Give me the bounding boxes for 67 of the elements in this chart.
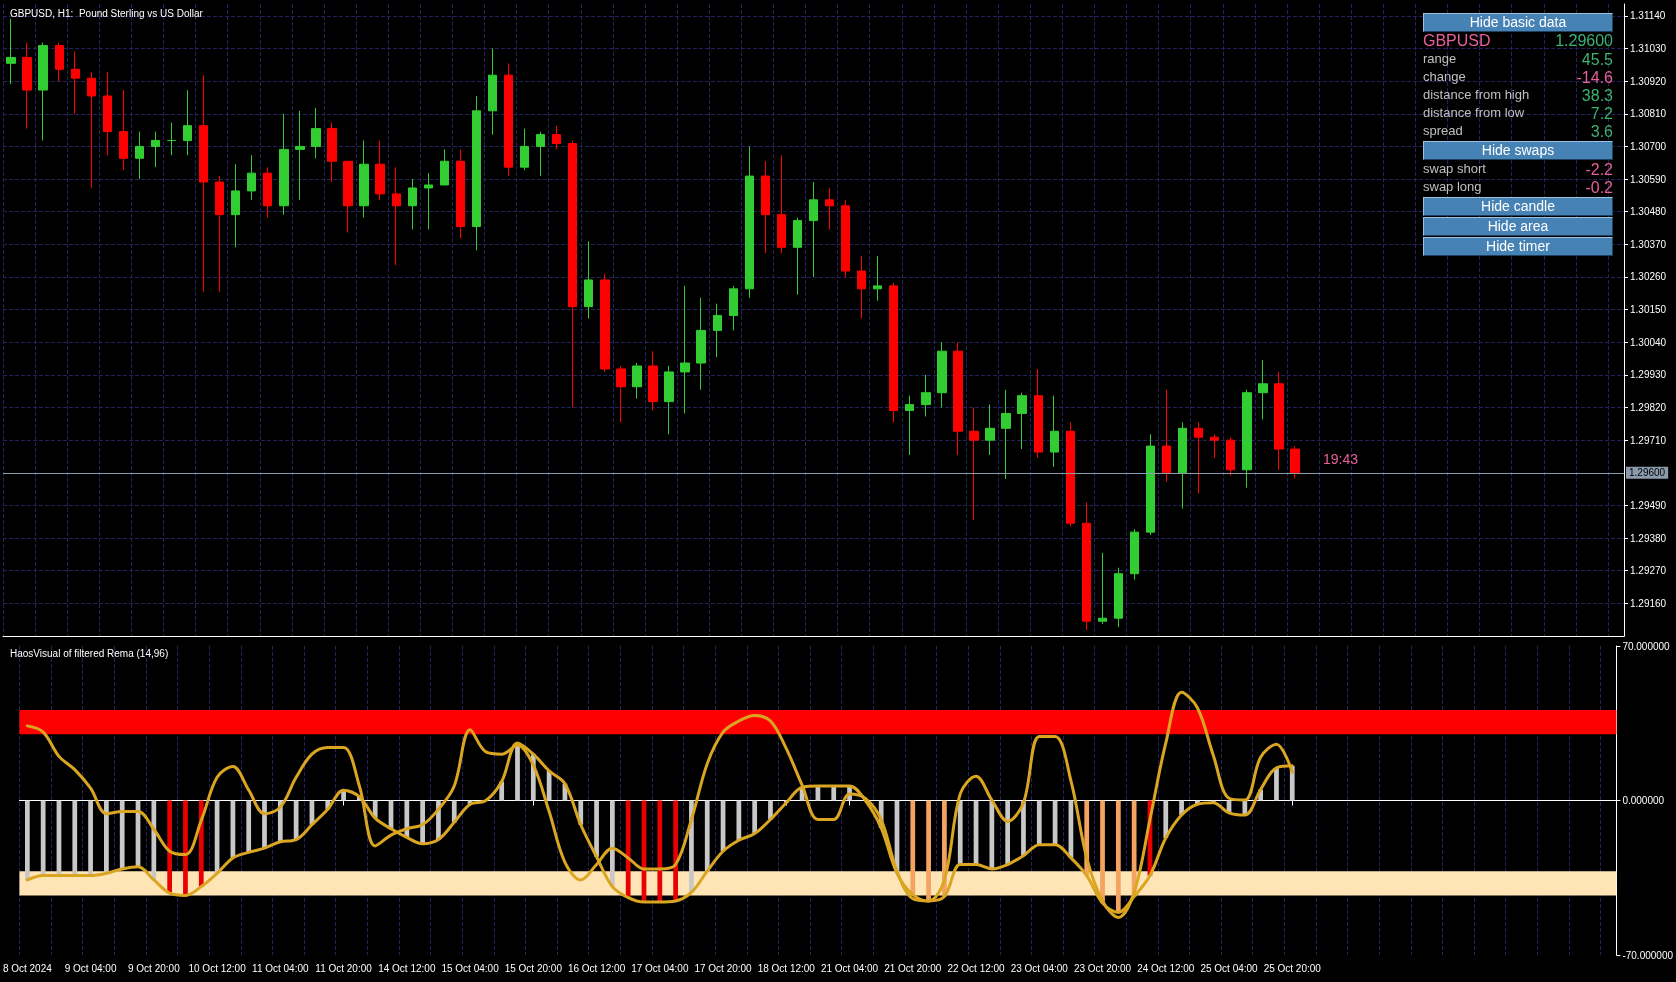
y-tick-label: 1.30590 <box>1630 173 1667 185</box>
x-tick-label: 11 Oct 20:00 <box>315 962 373 974</box>
y-tick-label: 1.29930 <box>1630 369 1667 381</box>
y-tick-label: 1.29270 <box>1630 565 1667 577</box>
y-tick-label: -70.000000 <box>1622 949 1674 961</box>
annotation: range <box>1423 51 1457 66</box>
annotation: 7.2 <box>1590 105 1613 122</box>
button: Hide swaps <box>1423 141 1613 160</box>
x-tick-label: 21 Oct 04:00 <box>820 962 879 974</box>
y-tick-label: 1.31140 <box>1630 10 1666 22</box>
x-tick-label: 24 Oct 12:00 <box>1137 962 1195 974</box>
x-tick-label: 15 Oct 20:00 <box>504 962 563 974</box>
annotation: -0.2 <box>1585 179 1613 196</box>
annotation: swap long <box>1423 179 1482 194</box>
annotation: -14.6 <box>1576 69 1613 86</box>
y-tick-label: 1.29820 <box>1630 402 1667 414</box>
chart-title: HaosVisual of filtered Rema (14,96) <box>10 647 169 659</box>
button: Hide timer <box>1423 237 1613 256</box>
y-tick-label: 1.30810 <box>1630 108 1667 120</box>
button: Hide basic data <box>1423 13 1613 32</box>
x-tick-label: 15 Oct 04:00 <box>441 962 500 974</box>
annotation: spread <box>1423 123 1463 138</box>
x-tick-label: 9 Oct 20:00 <box>127 962 181 974</box>
annotation: distance from low <box>1423 105 1525 120</box>
y-tick-label: 1.30480 <box>1630 206 1667 218</box>
x-tick-label: 17 Oct 04:00 <box>631 962 689 974</box>
x-tick-label: 10 Oct 12:00 <box>188 962 247 974</box>
annotation: 19:43 <box>1323 451 1359 467</box>
y-tick-label: 1.29160 <box>1630 597 1667 609</box>
button: Hide area <box>1423 217 1613 236</box>
x-tick-label: 25 Oct 20:00 <box>1263 962 1322 974</box>
x-tick-label: 14 Oct 12:00 <box>378 962 436 974</box>
y-tick-label: 1.31030 <box>1630 43 1667 55</box>
x-tick-label: 23 Oct 04:00 <box>1010 962 1069 974</box>
y-tick-label: 1.30700 <box>1630 140 1667 152</box>
y-tick-label: 0.000000 <box>1622 795 1665 806</box>
annotation: -2.2 <box>1585 161 1613 178</box>
annotation: distance from high <box>1423 87 1530 102</box>
button: Hide candle <box>1423 197 1613 216</box>
x-tick-label: 23 Oct 20:00 <box>1073 962 1132 974</box>
annotation: swap short <box>1423 161 1486 176</box>
y-tick-label: 1.29380 <box>1630 532 1667 544</box>
annotation: 38.3 <box>1581 87 1613 104</box>
y-tick-label: 1.29490 <box>1630 499 1667 511</box>
x-tick-label: 11 Oct 04:00 <box>252 962 310 974</box>
annotation: GBPUSD <box>1423 32 1491 49</box>
annotation: 3.6 <box>1590 123 1613 140</box>
annotation: change <box>1423 69 1466 84</box>
annotation: 45.5 <box>1581 51 1613 68</box>
y-tick-label: 1.30040 <box>1630 336 1667 348</box>
x-tick-label: 17 Oct 20:00 <box>694 962 753 974</box>
x-tick-label: 22 Oct 12:00 <box>947 962 1006 974</box>
y-tick-label: 1.30920 <box>1630 75 1667 87</box>
chart-title: GBPUSD, H1: Pound Sterling vs US Dollar <box>10 7 204 19</box>
y-tick-label: 1.30260 <box>1630 271 1667 283</box>
x-tick-label: 25 Oct 04:00 <box>1200 962 1259 974</box>
x-tick-label: 16 Oct 12:00 <box>567 962 626 974</box>
x-tick-label: 9 Oct 04:00 <box>64 962 117 974</box>
x-tick-label: 18 Oct 12:00 <box>757 962 816 974</box>
x-tick-label: 21 Oct 20:00 <box>884 962 942 974</box>
y-tick-label: 1.30150 <box>1630 304 1667 316</box>
ref-line-label: 1.29600 <box>1629 467 1666 479</box>
y-tick-label: 1.30370 <box>1630 238 1667 250</box>
y-tick-label: 70.000000 <box>1622 640 1671 652</box>
y-tick-label: 1.29710 <box>1630 434 1667 446</box>
annotation: 1.29600 <box>1555 32 1613 49</box>
x-tick-label: 8 Oct 2024 <box>2 962 53 974</box>
